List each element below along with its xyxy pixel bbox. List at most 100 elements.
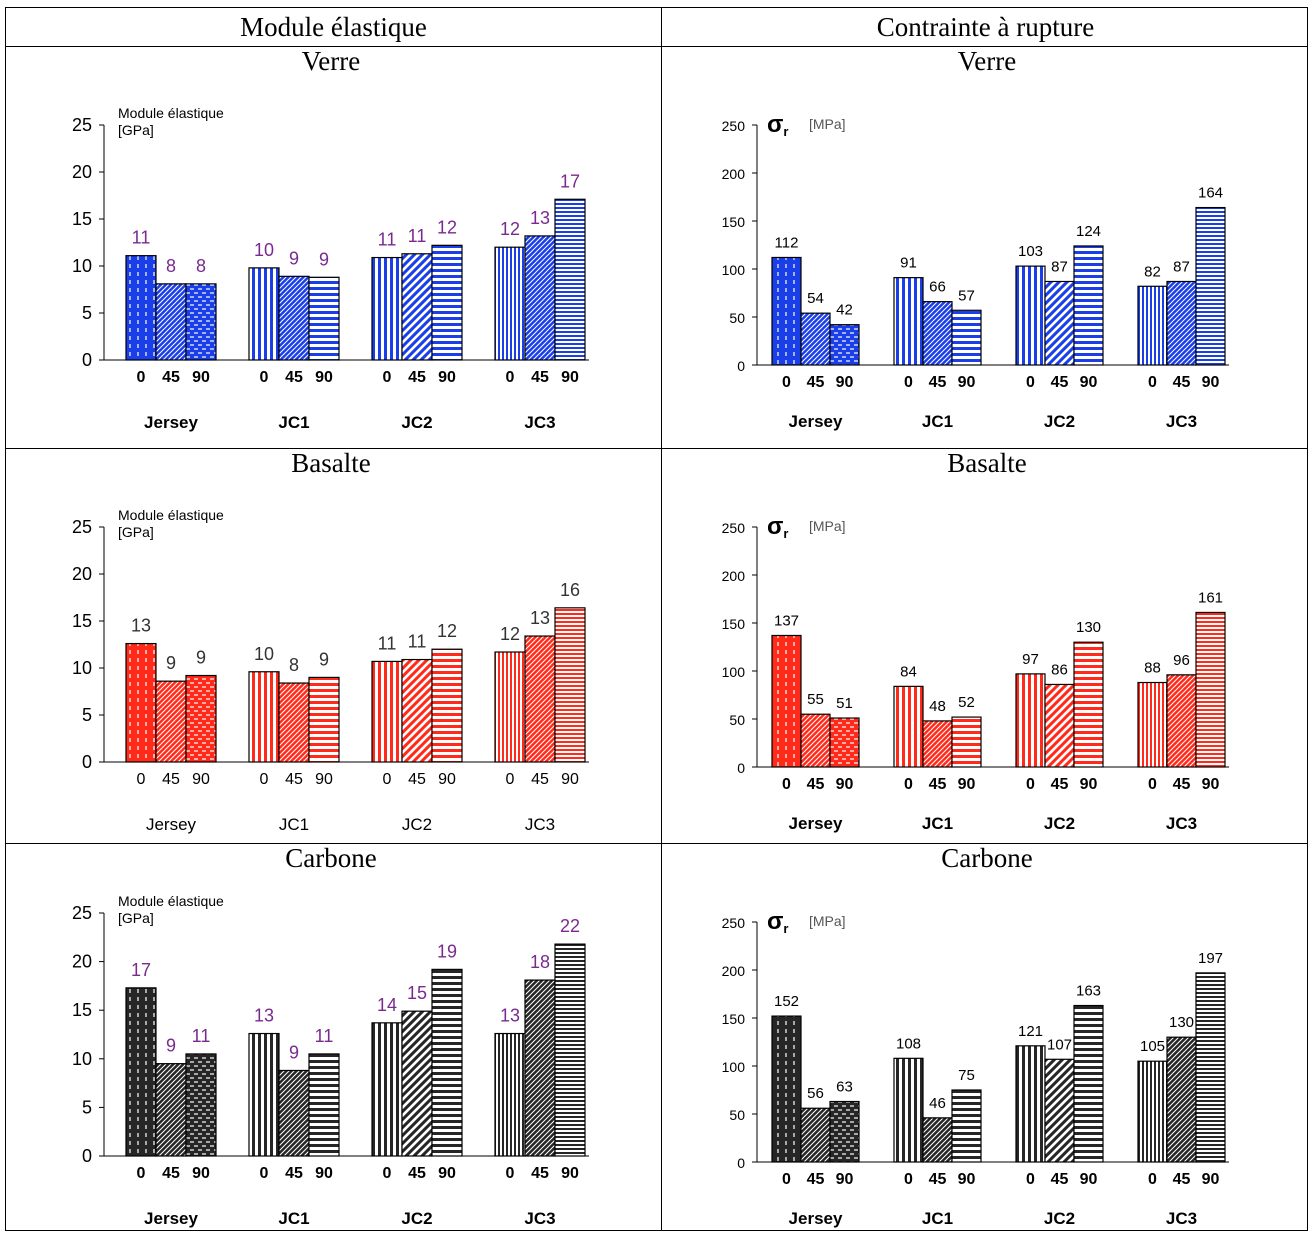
row-divider bbox=[6, 843, 1307, 844]
x-tick-label: 90 bbox=[192, 369, 210, 386]
bar-value-label: 9 bbox=[289, 248, 299, 268]
x-tick-label: 0 bbox=[1148, 374, 1157, 391]
x-tick-label: 0 bbox=[260, 771, 269, 788]
x-tick-label: 45 bbox=[1051, 776, 1069, 793]
bar-value-label: 15 bbox=[407, 983, 427, 1003]
group-label: Jersey bbox=[789, 814, 843, 833]
group-label: JC2 bbox=[1044, 1209, 1075, 1228]
x-tick-label: 45 bbox=[408, 1165, 426, 1182]
bar bbox=[185, 283, 217, 361]
y-tick-label: 100 bbox=[722, 1059, 746, 1075]
y-tick-label: 0 bbox=[82, 1146, 92, 1166]
x-tick-label: 0 bbox=[383, 1165, 392, 1182]
y-tick-label: 200 bbox=[722, 568, 746, 584]
x-tick-label: 45 bbox=[285, 771, 303, 788]
chart-svg: 0 50 100 150 200 250 σr [MPa] 112 0 54 45 42 90 Jersey… bbox=[722, 111, 1229, 431]
bar-value-label: 130 bbox=[1169, 1014, 1194, 1031]
bar-value-label: 8 bbox=[166, 256, 176, 276]
bar bbox=[829, 717, 860, 768]
x-tick-label: 90 bbox=[836, 374, 854, 391]
x-tick-label: 0 bbox=[1148, 776, 1157, 793]
bar bbox=[371, 1022, 403, 1157]
bar-value-label: 11 bbox=[378, 633, 397, 653]
bar bbox=[155, 283, 187, 361]
chart-panel-stress-basalte: Basalte 0 50 100 150 200 250 σr [MPa] 137 0 55 45 51… bbox=[662, 449, 1312, 845]
bar-value-label: 13 bbox=[254, 1006, 274, 1026]
bar bbox=[1044, 683, 1075, 768]
y-tick-label: 200 bbox=[722, 963, 746, 979]
bar bbox=[554, 198, 586, 361]
bar-value-label: 13 bbox=[530, 608, 550, 628]
y-tick-label: 0 bbox=[737, 1155, 745, 1171]
x-tick-label: 0 bbox=[904, 374, 913, 391]
bar-value-label: 55 bbox=[807, 691, 824, 708]
bar-value-label: 9 bbox=[166, 1036, 176, 1056]
bar-value-label: 11 bbox=[132, 228, 151, 248]
group-label: JC3 bbox=[1166, 1209, 1197, 1228]
bar-value-label: 75 bbox=[958, 1067, 975, 1084]
chart-panel-stress-verre: Verre 0 50 100 150 200 250 σr [MPa] 112 0 54 45 42 90… bbox=[662, 47, 1312, 443]
y-axis-label-unit: [MPa] bbox=[809, 518, 846, 534]
bar bbox=[800, 1107, 831, 1163]
bar-value-label: 22 bbox=[560, 916, 580, 936]
x-tick-label: 90 bbox=[1202, 1171, 1220, 1188]
group-label: JC1 bbox=[922, 814, 953, 833]
panel-title: Verre bbox=[957, 46, 1017, 76]
bar bbox=[1044, 280, 1075, 366]
bar bbox=[524, 635, 556, 763]
y-tick-label: 0 bbox=[737, 760, 745, 776]
bar bbox=[431, 648, 463, 763]
y-axis-label-unit: [GPa] bbox=[118, 910, 154, 926]
x-tick-label: 90 bbox=[438, 369, 456, 386]
bar-value-label: 124 bbox=[1076, 223, 1101, 240]
bar bbox=[1195, 206, 1226, 366]
group-label: JC1 bbox=[922, 1209, 953, 1228]
x-tick-label: 0 bbox=[137, 771, 146, 788]
x-tick-label: 0 bbox=[506, 771, 515, 788]
x-tick-label: 0 bbox=[1026, 1171, 1035, 1188]
bar-value-label: 56 bbox=[807, 1085, 824, 1102]
bar-value-label: 9 bbox=[196, 648, 206, 668]
bar bbox=[185, 1053, 217, 1157]
y-tick-label: 100 bbox=[722, 664, 746, 680]
bar bbox=[524, 979, 556, 1157]
x-tick-label: 45 bbox=[408, 771, 426, 788]
bar-value-label: 84 bbox=[900, 663, 917, 680]
bar bbox=[829, 324, 860, 366]
bar-value-label: 17 bbox=[131, 960, 151, 980]
x-tick-label: 45 bbox=[162, 771, 180, 788]
y-tick-label: 0 bbox=[82, 752, 92, 772]
bar-value-label: 16 bbox=[560, 580, 580, 600]
bar-value-label: 10 bbox=[254, 240, 274, 260]
bar-value-label: 97 bbox=[1022, 651, 1039, 668]
bar bbox=[125, 987, 157, 1157]
bar bbox=[248, 267, 280, 361]
x-tick-label: 90 bbox=[561, 1165, 579, 1182]
bar-value-label: 66 bbox=[929, 279, 946, 296]
y-tick-label: 250 bbox=[722, 118, 746, 134]
y-tick-label: 25 bbox=[72, 115, 92, 135]
bar-value-label: 46 bbox=[929, 1095, 946, 1112]
group-label: Jersey bbox=[144, 1209, 198, 1228]
x-tick-label: 0 bbox=[904, 1171, 913, 1188]
y-tick-label: 50 bbox=[729, 310, 745, 326]
y-tick-label: 5 bbox=[82, 1097, 92, 1117]
y-tick-label: 15 bbox=[72, 611, 92, 631]
bar bbox=[893, 1057, 924, 1163]
group-label: JC2 bbox=[401, 413, 432, 432]
bar-value-label: 11 bbox=[315, 1026, 334, 1046]
bar-value-label: 96 bbox=[1173, 652, 1190, 669]
x-tick-label: 45 bbox=[285, 1165, 303, 1182]
x-tick-label: 0 bbox=[137, 1165, 146, 1182]
bar-value-label: 11 bbox=[378, 230, 397, 250]
y-axis-label-symbol: σr bbox=[767, 513, 788, 541]
bar bbox=[278, 1069, 310, 1157]
bar-value-label: 12 bbox=[500, 624, 520, 644]
x-tick-label: 90 bbox=[958, 776, 976, 793]
y-tick-label: 100 bbox=[722, 262, 746, 278]
bar bbox=[1015, 265, 1046, 366]
chart-panel-stress-carbone: Carbone 0 50 100 150 200 250 σr [MPa] 152 0 56 45 63… bbox=[662, 844, 1312, 1240]
bar-value-label: 10 bbox=[254, 644, 274, 664]
chart-panel-modulus-carbone: Carbone 0 5 10 15 20 25 Module élastique [GPa] 1… bbox=[6, 844, 656, 1240]
bar bbox=[1166, 1036, 1197, 1163]
